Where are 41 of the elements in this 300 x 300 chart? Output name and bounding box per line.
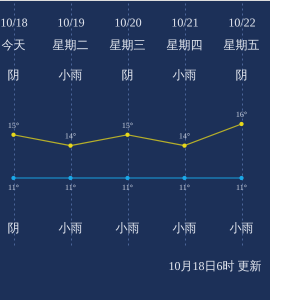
- text: 星期四: [166, 38, 202, 52]
- x-tick-label: 10/18: [0, 16, 28, 30]
- text: 小雨: [172, 221, 196, 235]
- text: 小雨: [172, 68, 196, 82]
- x-tick-label: 10/19: [57, 16, 85, 30]
- text: 10月18日6时 更新: [168, 259, 262, 273]
- text: 阴: [122, 68, 134, 82]
- data-label: 11°: [65, 183, 76, 192]
- point: [239, 122, 244, 126]
- text: 星期三: [110, 38, 146, 52]
- point: [11, 176, 16, 180]
- text: 小雨: [58, 221, 82, 235]
- point: [125, 132, 130, 137]
- data-label: 15°: [122, 120, 134, 130]
- point: [239, 176, 244, 180]
- point: [11, 132, 16, 137]
- data-label: 11°: [179, 183, 190, 192]
- point: [182, 143, 187, 148]
- data-label: 11°: [8, 183, 19, 192]
- text: 阴: [8, 68, 20, 82]
- text: 阴: [236, 68, 248, 82]
- text: 星期二: [52, 38, 88, 52]
- data-label: 11°: [236, 183, 247, 192]
- data-label: 16°: [236, 110, 248, 119]
- text: 阴: [8, 221, 20, 235]
- point: [182, 176, 187, 180]
- point: [68, 176, 73, 180]
- x-tick-label: 10/21: [171, 16, 199, 30]
- text: 小雨: [116, 221, 140, 235]
- data-label: 14°: [178, 132, 190, 141]
- text: 小雨: [58, 68, 82, 82]
- point: [68, 143, 73, 148]
- data-label: 11°: [122, 183, 133, 192]
- x-tick-label: 10/22: [228, 16, 256, 30]
- data-label: 15°: [8, 120, 20, 130]
- point: [125, 176, 130, 180]
- data-label: 14°: [64, 132, 76, 141]
- text: 今天: [2, 38, 26, 52]
- x-tick-label: 10/20: [114, 16, 142, 30]
- text: 小雨: [230, 221, 254, 235]
- text: 星期五: [224, 38, 260, 52]
